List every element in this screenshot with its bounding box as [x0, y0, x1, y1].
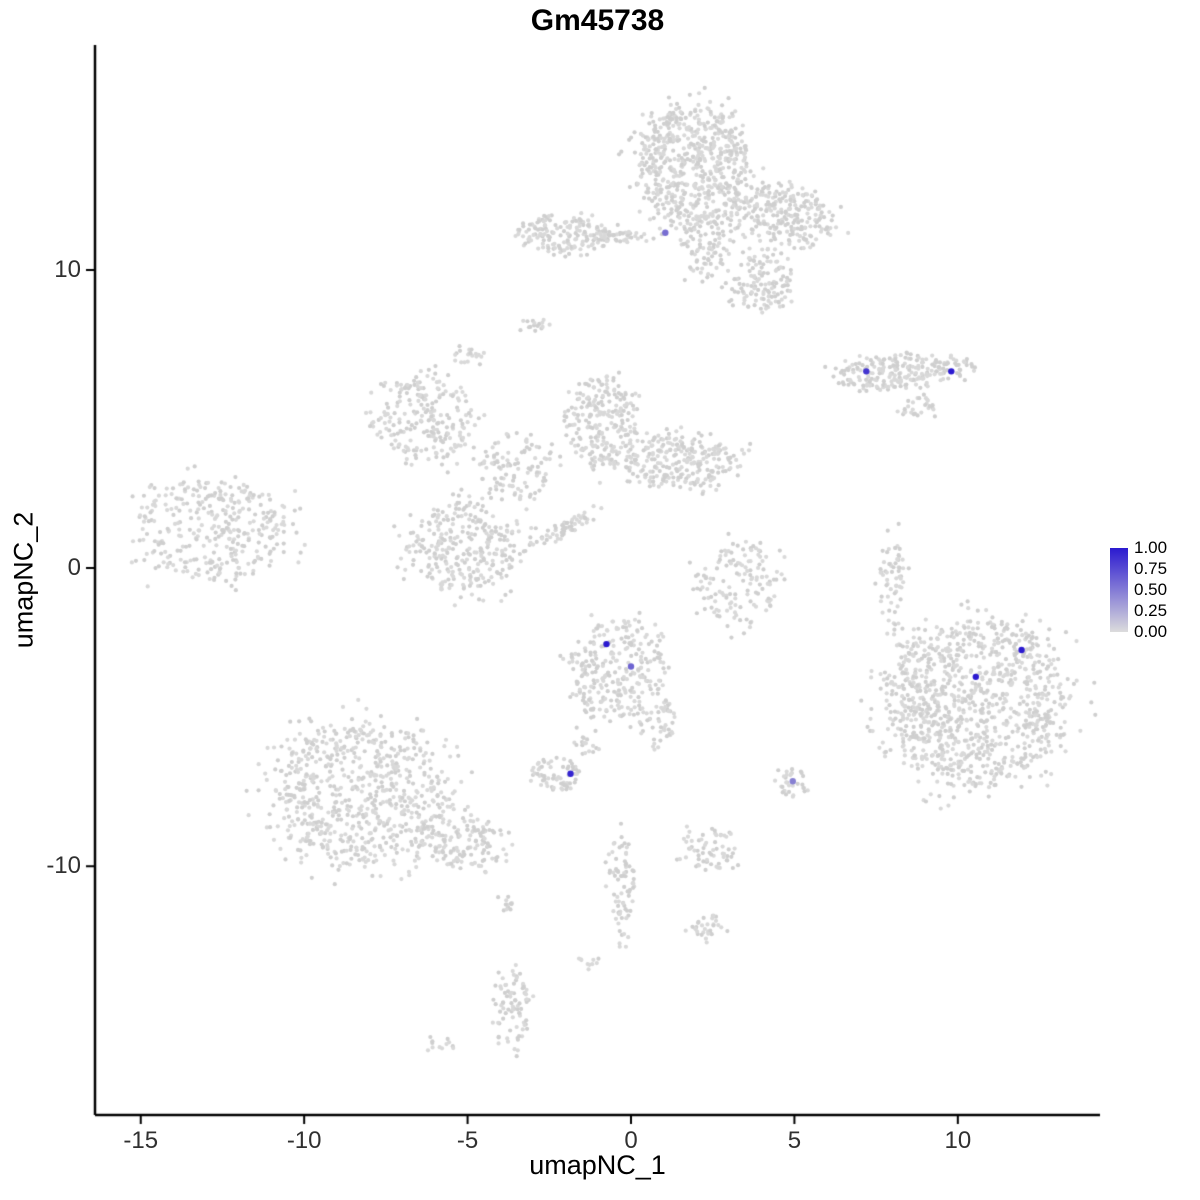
x-tick-label: 0 [624, 1127, 638, 1154]
x-tick-label: -10 [286, 1127, 322, 1154]
x-tick-label: -5 [456, 1127, 479, 1154]
y-axis-label: umapNC_2 [8, 511, 39, 649]
x-tick-label: -15 [123, 1127, 159, 1154]
x-axis-label: umapNC_1 [529, 1150, 666, 1180]
legend-gradient-bar [1110, 548, 1128, 632]
plot-title: Gm45738 [530, 4, 665, 37]
expression-legend: 1.00 0.75 0.50 0.25 0.00 [1110, 538, 1200, 650]
y-tick-label: 10 [54, 256, 81, 284]
legend-label: 1.00 [1134, 538, 1168, 557]
x-tick-label: 10 [944, 1127, 972, 1154]
legend-label: 0.50 [1134, 580, 1168, 599]
legend-label: 0.75 [1134, 559, 1168, 578]
y-tick-label: -10 [46, 852, 81, 880]
x-tick-label: 5 [787, 1127, 802, 1154]
legend-label: 0.25 [1134, 601, 1168, 620]
legend-label: 0.00 [1134, 622, 1168, 641]
y-tick-label: 0 [67, 554, 81, 582]
